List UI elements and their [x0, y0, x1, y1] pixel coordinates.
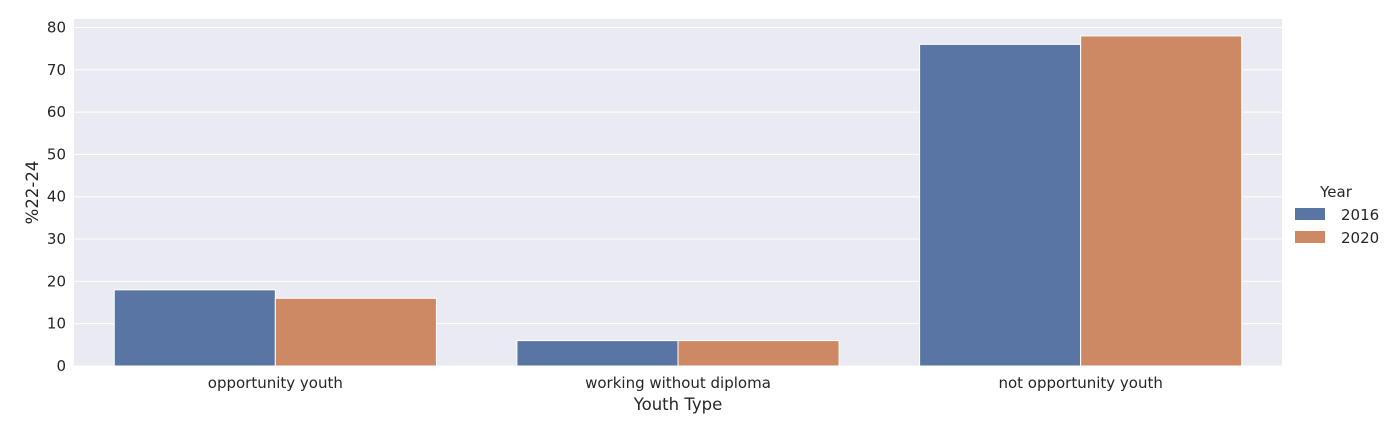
bar-2016-working-without-diploma	[516, 340, 679, 367]
x-tick-label: not opportunity youth	[998, 374, 1162, 392]
legend-label-2020: 2020	[1341, 229, 1379, 247]
y-axis-label: %22-24	[23, 161, 42, 225]
y-tick-labels: 0 10 20 30 40 50 60 70 80	[47, 18, 66, 375]
bar-2016-opportunity-youth	[113, 289, 276, 367]
bar-2020-opportunity-youth	[274, 297, 437, 367]
legend-label-2016: 2016	[1341, 206, 1379, 224]
y-tick-label: 30	[47, 230, 66, 248]
x-axis-label: Youth Type	[633, 395, 723, 414]
y-tick-label: 70	[47, 61, 66, 79]
y-tick-label: 10	[47, 315, 66, 333]
legend: Year 2016 2020	[1295, 183, 1379, 247]
legend-swatch-2016	[1295, 208, 1325, 220]
x-tick-labels: opportunity youth working without diploma…	[208, 374, 1163, 392]
bars	[113, 35, 1243, 367]
y-tick-label: 40	[47, 188, 66, 206]
bar-2020-working-without-diploma	[677, 340, 840, 367]
y-tick-label: 0	[56, 357, 66, 375]
y-tick-label: 80	[47, 18, 66, 36]
x-tick-label: working without diploma	[585, 374, 771, 392]
legend-swatch-2020	[1295, 231, 1325, 243]
legend-title: Year	[1319, 183, 1353, 201]
y-tick-label: 50	[47, 145, 66, 163]
bar-2020-not-opportunity-youth	[1080, 35, 1243, 367]
y-tick-label: 20	[47, 272, 66, 290]
y-tick-label: 60	[47, 103, 66, 121]
x-tick-label: opportunity youth	[208, 374, 343, 392]
bar-2016-not-opportunity-youth	[919, 43, 1082, 367]
